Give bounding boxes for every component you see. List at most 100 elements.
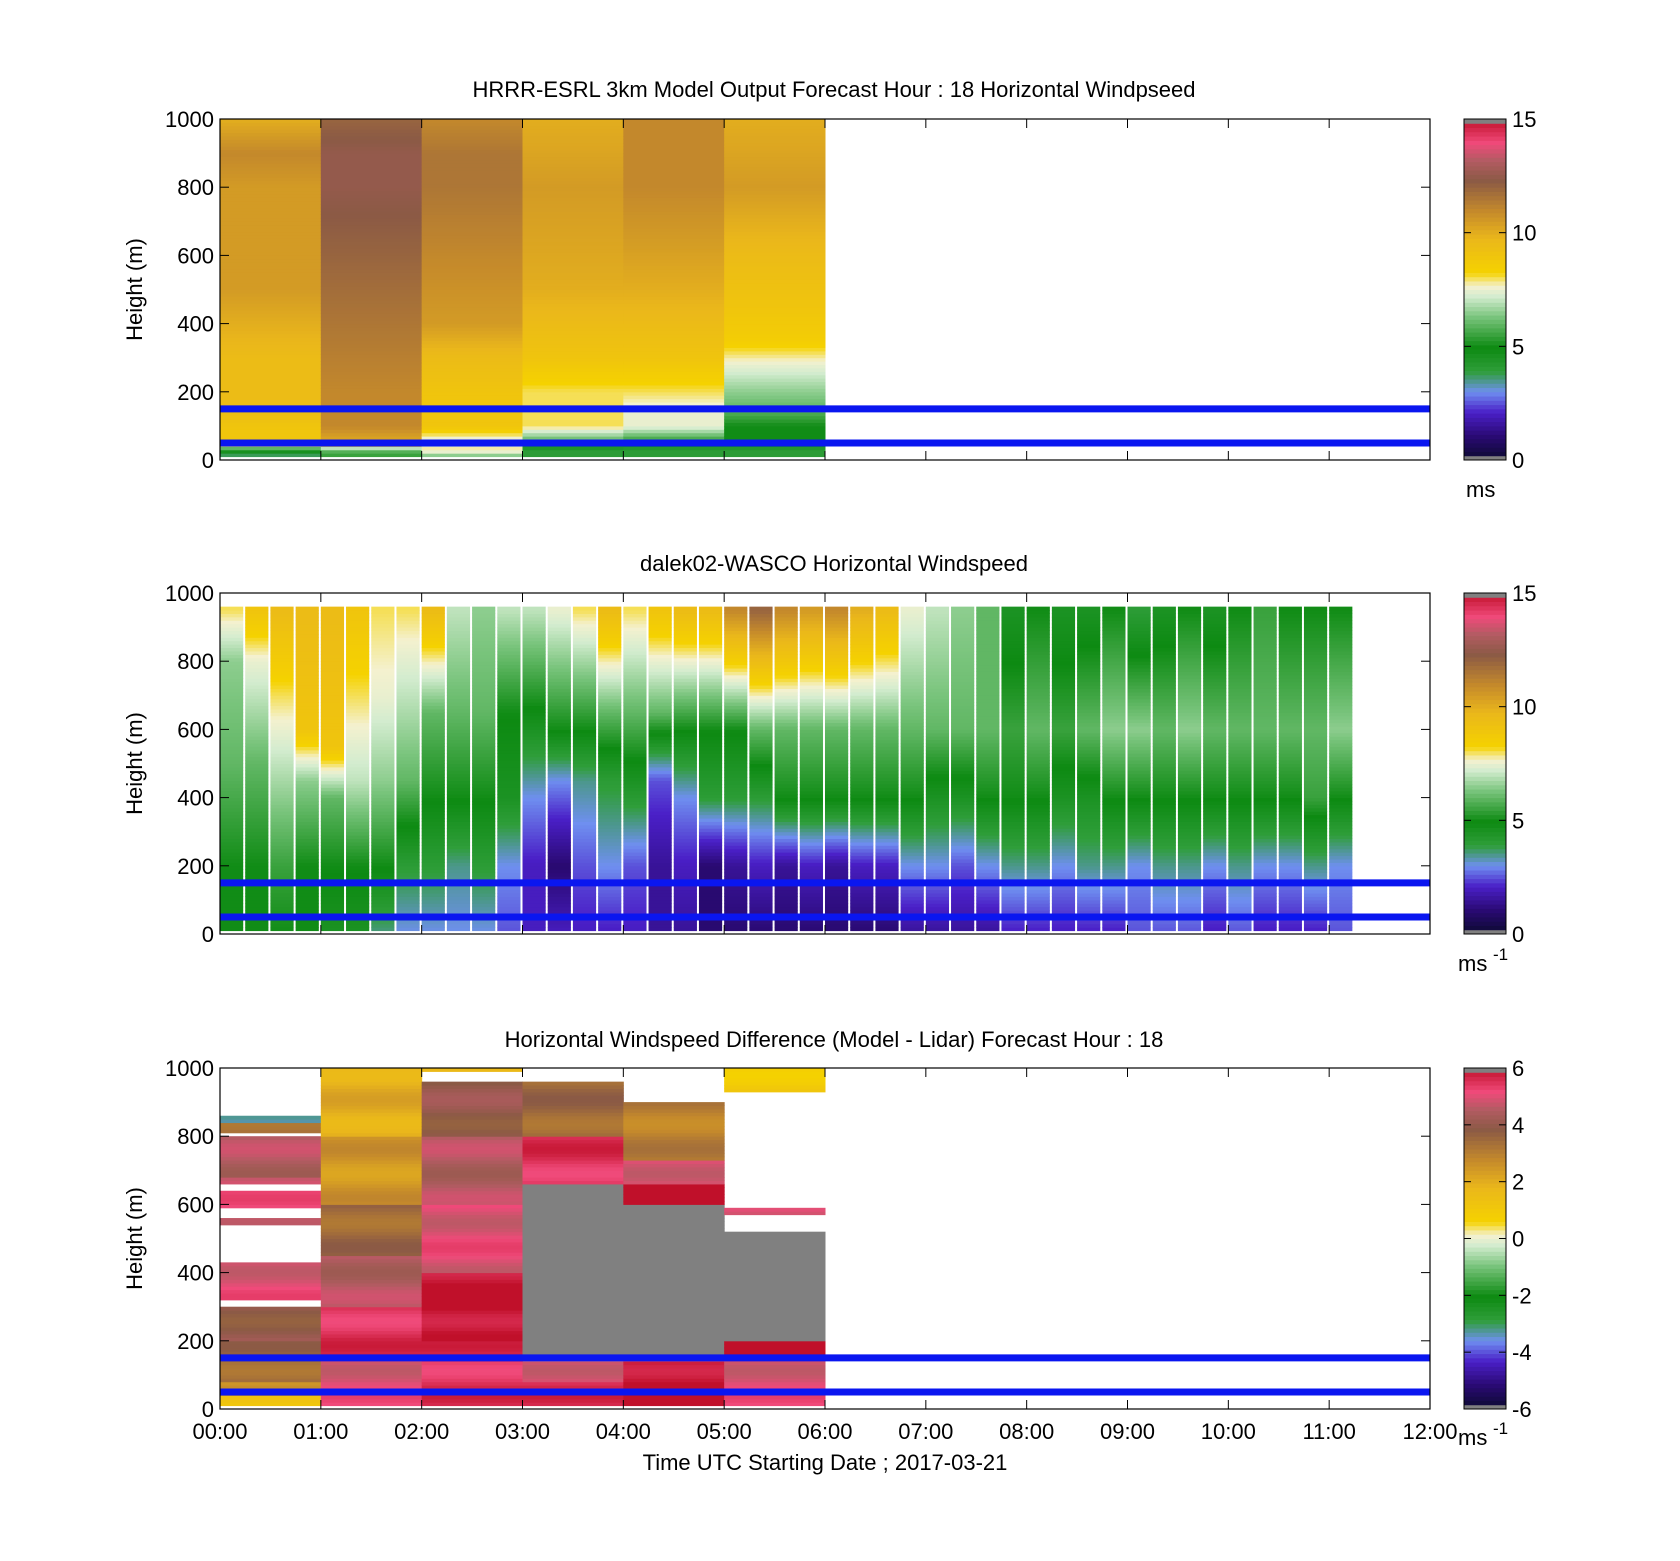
heatmap-cell	[1303, 749, 1328, 754]
heatmap-cell	[724, 876, 748, 880]
heatmap-cell	[1253, 736, 1277, 741]
heatmap-cell	[446, 927, 471, 932]
heatmap-cell	[749, 807, 773, 812]
heatmap-cell	[1102, 637, 1126, 642]
heatmap-cell	[1102, 872, 1126, 877]
heatmap-cell	[220, 289, 322, 294]
heatmap-cell	[245, 773, 269, 778]
heatmap-cell	[371, 835, 395, 840]
heatmap-cell	[497, 763, 521, 768]
heatmap-cell	[220, 674, 244, 679]
heatmap-cell	[1001, 671, 1025, 676]
heatmap-cell	[497, 664, 521, 669]
heatmap-cell	[774, 787, 798, 792]
heatmap-cell	[724, 821, 748, 826]
heatmap-cell	[497, 644, 521, 649]
heatmap-cell	[320, 644, 345, 649]
heatmap-cell	[1077, 743, 1101, 747]
heatmap-cell	[522, 780, 546, 785]
heatmap-cell	[371, 749, 395, 754]
heatmap-cell	[825, 869, 849, 874]
heatmap-cell	[245, 818, 269, 822]
heatmap-cell	[724, 841, 748, 846]
heatmap-cell	[572, 712, 597, 717]
heatmap-cell	[320, 893, 345, 897]
heatmap-cell	[623, 361, 725, 366]
heatmap-cell	[598, 814, 622, 819]
heatmap-cell	[850, 801, 874, 805]
heatmap-cell	[421, 395, 523, 400]
heatmap-cell	[648, 616, 672, 621]
heatmap-cell	[371, 719, 395, 724]
heatmap-cell	[1001, 787, 1025, 792]
heatmap-cell	[320, 371, 423, 376]
heatmap-cell	[1228, 828, 1252, 833]
heatmap-cell	[1152, 807, 1176, 812]
heatmap-cell	[799, 893, 823, 897]
heatmap-cell	[774, 814, 798, 819]
heatmap-cell	[1001, 835, 1025, 840]
heatmap-cell	[346, 814, 370, 819]
heatmap-cell	[572, 627, 597, 632]
heatmap-cell	[925, 729, 950, 734]
heatmap-cell	[1228, 899, 1252, 904]
heatmap-cell	[1001, 630, 1025, 635]
heatmap-cell	[421, 217, 523, 222]
heatmap-cell	[270, 732, 294, 737]
heatmap-cell	[648, 661, 672, 666]
heatmap-cell	[1303, 807, 1328, 812]
heatmap-cell	[850, 783, 874, 788]
heatmap-cell	[774, 910, 798, 915]
heatmap-cell	[220, 681, 244, 686]
heatmap-cell	[875, 722, 899, 727]
heatmap-cell	[572, 732, 597, 737]
heatmap-cell	[724, 835, 748, 840]
heatmap-cell	[925, 664, 950, 669]
heatmap-cell	[396, 671, 420, 676]
heatmap-cell	[623, 698, 647, 703]
heatmap-cell	[220, 170, 322, 175]
heatmap-cell	[1329, 927, 1353, 932]
heatmap-cell	[1228, 838, 1252, 843]
heatmap-cell	[346, 862, 370, 867]
heatmap-cell	[245, 896, 269, 901]
heatmap-cell	[320, 248, 423, 253]
heatmap-cell	[371, 674, 395, 679]
heatmap-cell	[623, 835, 647, 840]
heatmap-cell	[648, 654, 672, 659]
heatmap-cell	[421, 139, 523, 144]
heatmap-cell	[396, 616, 420, 621]
heatmap-cell	[673, 630, 697, 635]
heatmap-cell	[1228, 848, 1252, 853]
heatmap-cell	[598, 766, 622, 771]
heatmap-cell	[774, 620, 798, 625]
heatmap-cell	[623, 136, 725, 140]
heatmap-cell	[749, 732, 773, 737]
heatmap-cell	[698, 872, 723, 877]
heatmap-cell	[270, 852, 294, 857]
heatmap-cell	[724, 616, 748, 621]
heatmap-cell	[623, 886, 647, 891]
heatmap-cell	[1278, 671, 1302, 676]
heatmap-cell	[270, 756, 294, 761]
heatmap-cell	[1127, 807, 1151, 812]
heatmap-cell	[220, 824, 244, 829]
heatmap-cell	[572, 835, 597, 840]
heatmap-cell	[925, 886, 950, 891]
heatmap-cell	[522, 166, 624, 171]
heatmap-cell	[1253, 657, 1277, 662]
heatmap-cell	[623, 374, 725, 379]
heatmap-cell	[648, 691, 672, 696]
heatmap-cell	[220, 630, 244, 635]
heatmap-cell	[220, 657, 244, 662]
heatmap-cell	[648, 712, 672, 717]
heatmap-cell	[598, 695, 622, 700]
heatmap-cell	[1051, 818, 1076, 822]
colorbar-swatch	[1464, 357, 1506, 363]
heatmap-cell	[724, 811, 748, 816]
heatmap-cell	[497, 797, 521, 802]
heatmap-cell	[1303, 824, 1328, 829]
heatmap-cell	[572, 773, 597, 778]
heatmap-cell	[724, 245, 826, 250]
